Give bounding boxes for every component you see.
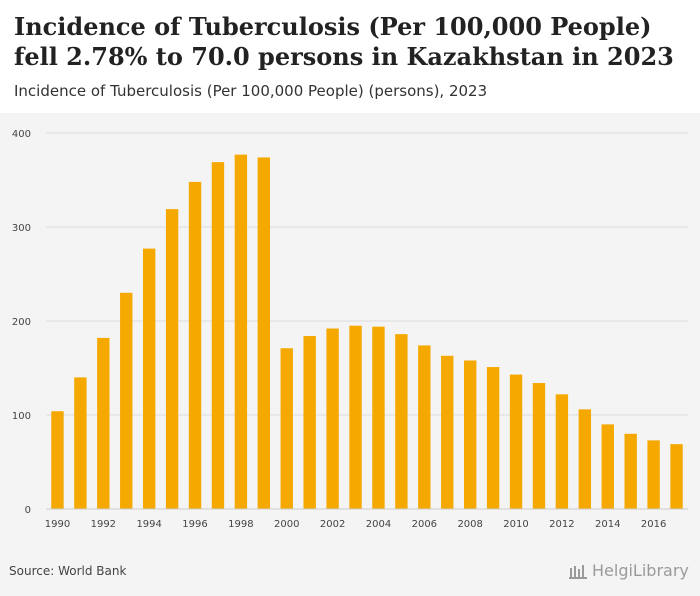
bar-2015[interactable] bbox=[624, 433, 637, 509]
bar-2003[interactable] bbox=[349, 325, 362, 509]
bar-1990[interactable] bbox=[51, 411, 64, 509]
bar-2002[interactable] bbox=[326, 328, 339, 509]
bar-2007[interactable] bbox=[441, 355, 454, 509]
y-ticks: 0 100 200 300 400 bbox=[12, 129, 31, 516]
gridlines bbox=[46, 132, 688, 416]
x-tick-label: 2010 bbox=[503, 519, 528, 530]
bar-2016[interactable] bbox=[647, 440, 660, 509]
bar-1991[interactable] bbox=[74, 377, 87, 509]
chart-title: Incidence of Tuberculosis (Per 100,000 P… bbox=[14, 12, 674, 71]
y-tick-label: 0 bbox=[25, 505, 31, 516]
library-building-icon bbox=[569, 564, 587, 579]
bar-2000[interactable] bbox=[280, 348, 293, 509]
bar-1999[interactable] bbox=[257, 157, 271, 509]
bar-2014[interactable] bbox=[601, 424, 614, 509]
bar-2009[interactable] bbox=[486, 367, 500, 509]
x-tick-label: 2016 bbox=[641, 519, 666, 530]
bar-2001[interactable] bbox=[303, 336, 316, 509]
bar-1994[interactable] bbox=[142, 248, 156, 509]
bar-2010[interactable] bbox=[509, 374, 523, 509]
x-tick-label: 2014 bbox=[595, 519, 620, 530]
source-note: Source: World Bank bbox=[9, 564, 127, 578]
y-tick-label: 200 bbox=[12, 317, 31, 328]
x-tick-label: 1996 bbox=[182, 519, 207, 530]
bar-2013[interactable] bbox=[578, 409, 592, 509]
x-tick-label: 1998 bbox=[228, 519, 253, 530]
bars bbox=[51, 154, 683, 509]
x-ticks: 1990 1992 1994 1996 1998 2000 2002 2004 2006 2008… bbox=[45, 519, 667, 530]
bar-2017[interactable] bbox=[670, 444, 683, 509]
y-tick-label: 300 bbox=[12, 223, 31, 234]
bar-2005[interactable] bbox=[395, 334, 408, 509]
bar-1993[interactable] bbox=[120, 292, 133, 509]
helgi-library-logo[interactable]: HelgiLibrary bbox=[568, 561, 689, 580]
x-tick-label: 2008 bbox=[457, 519, 482, 530]
bar-2008[interactable] bbox=[463, 360, 477, 509]
x-tick-label: 2002 bbox=[320, 519, 345, 530]
bar-1996[interactable] bbox=[188, 181, 202, 509]
bar-1998[interactable] bbox=[234, 154, 248, 509]
x-tick-label: 2000 bbox=[274, 519, 299, 530]
y-tick-label: 400 bbox=[12, 129, 31, 140]
bar-1995[interactable] bbox=[165, 209, 179, 509]
bar-2004[interactable] bbox=[372, 326, 385, 509]
bar-2012[interactable] bbox=[555, 394, 569, 509]
x-tick-label: 1990 bbox=[45, 519, 70, 530]
x-tick-label: 1992 bbox=[91, 519, 116, 530]
logo-text: HelgiLibrary bbox=[592, 561, 689, 580]
x-tick-label: 1994 bbox=[136, 519, 161, 530]
x-tick-label: 2006 bbox=[412, 519, 437, 530]
x-tick-label: 2012 bbox=[549, 519, 574, 530]
bar-2006[interactable] bbox=[418, 345, 431, 509]
header: Incidence of Tuberculosis (Per 100,000 P… bbox=[0, 0, 700, 113]
chart-subtitle: Incidence of Tuberculosis (Per 100,000 P… bbox=[14, 82, 488, 100]
x-tick-label: 2004 bbox=[366, 519, 391, 530]
bar-1992[interactable] bbox=[97, 337, 110, 509]
bar-2011[interactable] bbox=[532, 383, 546, 509]
bar-1997[interactable] bbox=[211, 162, 225, 509]
y-tick-label: 100 bbox=[12, 411, 31, 422]
